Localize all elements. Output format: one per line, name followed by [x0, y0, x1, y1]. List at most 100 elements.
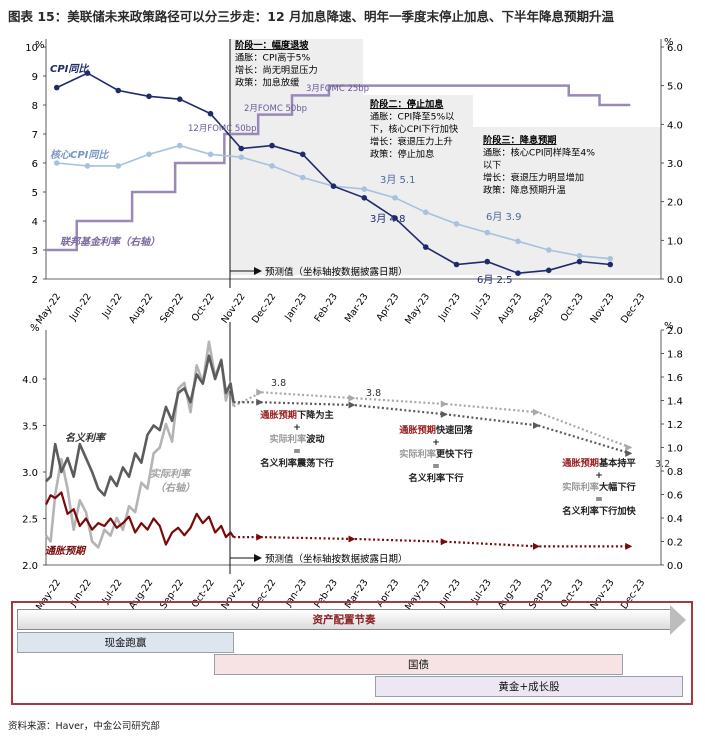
note-text: 名义利率下行 — [408, 472, 463, 484]
note-highlight: 通胀预期 — [260, 409, 297, 421]
note3-line: 实际利率大幅下行 — [562, 481, 636, 493]
core-cpi-point — [453, 221, 460, 227]
note-text: 快速回落 — [436, 424, 474, 436]
p2-right-tick: 2.0 — [667, 326, 683, 337]
note-text: = — [293, 446, 301, 457]
series-breakeven-label: 通胀预期 — [45, 545, 87, 557]
p1-forecast-label: 预测值（坐标轴按数据披露日期） — [265, 266, 408, 278]
series-fed-funds-label: 联邦基金利率（右轴） — [60, 236, 160, 248]
allocation-header-arrow: 资产配置节奏 — [17, 609, 671, 630]
allocation-bar-label: 现金跑赢 — [104, 637, 147, 649]
p1-x-tick-label: Sep-22 — [158, 291, 186, 325]
core-cpi-point — [361, 186, 368, 192]
cpi-point — [422, 244, 429, 250]
allocation-header-label: 资产配置节奏 — [312, 614, 376, 626]
p1-right-tick: 1.0 — [667, 236, 683, 247]
p1-right-tick: 5.0 — [667, 82, 683, 93]
p1-left-tick: 4 — [32, 217, 38, 228]
phase2-text-line: 通胀：CPI降至5%以 — [370, 111, 454, 123]
series-real-rate-forecast-marker — [625, 444, 633, 451]
allocation-bar-gold-growth: 黄金+成长股 — [375, 676, 683, 697]
annotation-dec-end-nominal: 3.2 — [655, 459, 670, 470]
annotation-mar-cpi: 3月 4.8 — [370, 213, 405, 225]
note-text: 基本持平 — [598, 457, 636, 469]
series-breakeven-line — [45, 491, 235, 546]
core-cpi-point — [392, 195, 398, 201]
p1-right-tick: 4.0 — [667, 120, 683, 131]
p1-x-tick-label: May-23 — [403, 291, 432, 326]
phase2-text-line: 阶段二：停止加息 — [370, 98, 444, 110]
series-cpi-label: CPI同比 — [50, 63, 90, 75]
allocation-arrowhead — [670, 605, 686, 635]
cpi-point — [146, 93, 152, 100]
note-text: = — [595, 494, 603, 505]
p2-right-tick: 0.4 — [667, 514, 683, 525]
p1-right-tick: 3.0 — [667, 159, 683, 170]
p2-left-tick: 3.0 — [22, 468, 38, 479]
figure-title: 图表 15：美联储未来政策路径可以分三步走：12 月加息降速、明年一季度末停止加… — [8, 9, 614, 24]
p2-right-tick: 1.2 — [667, 420, 683, 431]
p2-left-tick: 4.0 — [22, 375, 38, 386]
cpi-point — [453, 261, 460, 268]
p1-left-tick: 10 — [25, 43, 38, 54]
core-cpi-point — [515, 238, 521, 245]
core-cpi-point — [545, 247, 552, 253]
p1-right-unit: % — [664, 37, 674, 48]
note3-line: 名义利率下行加快 — [562, 505, 636, 517]
p1-right-tick: 2.0 — [667, 198, 683, 209]
note-text: 名义利率下行加快 — [562, 505, 636, 517]
p1-left-tick: 5 — [32, 188, 38, 199]
series-breakeven-forecast-marker — [533, 542, 540, 550]
note-text: 大幅下行 — [599, 481, 636, 493]
core-cpi-point — [115, 163, 122, 169]
core-cpi-point — [607, 255, 614, 262]
core-cpi-point — [53, 160, 60, 166]
p1-left-tick: 9 — [32, 72, 38, 83]
series-real-rate-label-line1: 实际利率 — [150, 468, 192, 480]
note-text: + — [293, 422, 301, 433]
p1-x-tick-label: Dec-23 — [619, 291, 647, 325]
p2-right-tick: 1.6 — [667, 373, 683, 384]
note1-line: + — [293, 422, 301, 433]
core-cpi-point — [422, 209, 429, 216]
annotation-mar-nominal: 3.8 — [366, 388, 381, 399]
cpi-point — [53, 84, 60, 91]
series-real-rate-forecast-marker — [256, 388, 264, 396]
phase3-text-line: 增长：衰退压力明显增加 — [483, 172, 584, 184]
p1-left-tick: 2 — [32, 275, 38, 286]
cpi-point — [545, 267, 552, 274]
phase3-text-line: 通胀：核心CPI同样降至4% — [483, 147, 595, 159]
annotation-jun-cpi: 6月 2.5 — [477, 274, 512, 286]
p2-forecast-arrowhead — [254, 554, 262, 562]
core-cpi-point — [299, 174, 306, 181]
note2-line: 名义利率下行 — [408, 472, 463, 484]
cpi-point — [392, 215, 398, 221]
allocation-panel: 资产配置节奏 现金跑赢 国债 黄金+成长股 — [11, 601, 693, 705]
series-real-rate-forecast — [233, 391, 631, 449]
series-nominal-rate-forecast-marker — [256, 398, 264, 406]
note-highlight: 通胀预期 — [562, 457, 599, 469]
annotation-dec-fomc: 12月FOMC 50bp — [188, 124, 256, 134]
p1-left-tick: 3 — [32, 246, 38, 257]
series-real-rate-line — [44, 340, 235, 549]
note-text: 波动 — [306, 433, 324, 445]
note-highlight: 实际利率 — [562, 481, 599, 493]
series-nominal-rate-forecast-marker — [348, 401, 356, 409]
allocation-bar-treasury: 国债 — [214, 654, 623, 675]
series-nominal-rate-label: 名义利率 — [65, 432, 107, 444]
note3-line: = — [595, 494, 603, 505]
p2-right-tick: 0.6 — [667, 491, 683, 502]
core-cpi-point — [484, 229, 491, 236]
core-cpi-point — [269, 163, 275, 169]
cpi-point — [238, 145, 245, 152]
p2-left-tick: 2.5 — [22, 515, 38, 526]
phase1-shade — [230, 39, 363, 275]
note1-line: 通胀预期下降为主 — [260, 409, 334, 421]
note-highlight: 实际利率 — [399, 448, 436, 460]
phase3-text-line: 阶段三：降息预期 — [483, 134, 557, 146]
core-cpi-point — [84, 163, 91, 169]
p1-x-tick-label: Oct-23 — [559, 291, 586, 323]
p1-right-tick: 6.0 — [667, 43, 683, 54]
cpi-point — [330, 183, 337, 189]
